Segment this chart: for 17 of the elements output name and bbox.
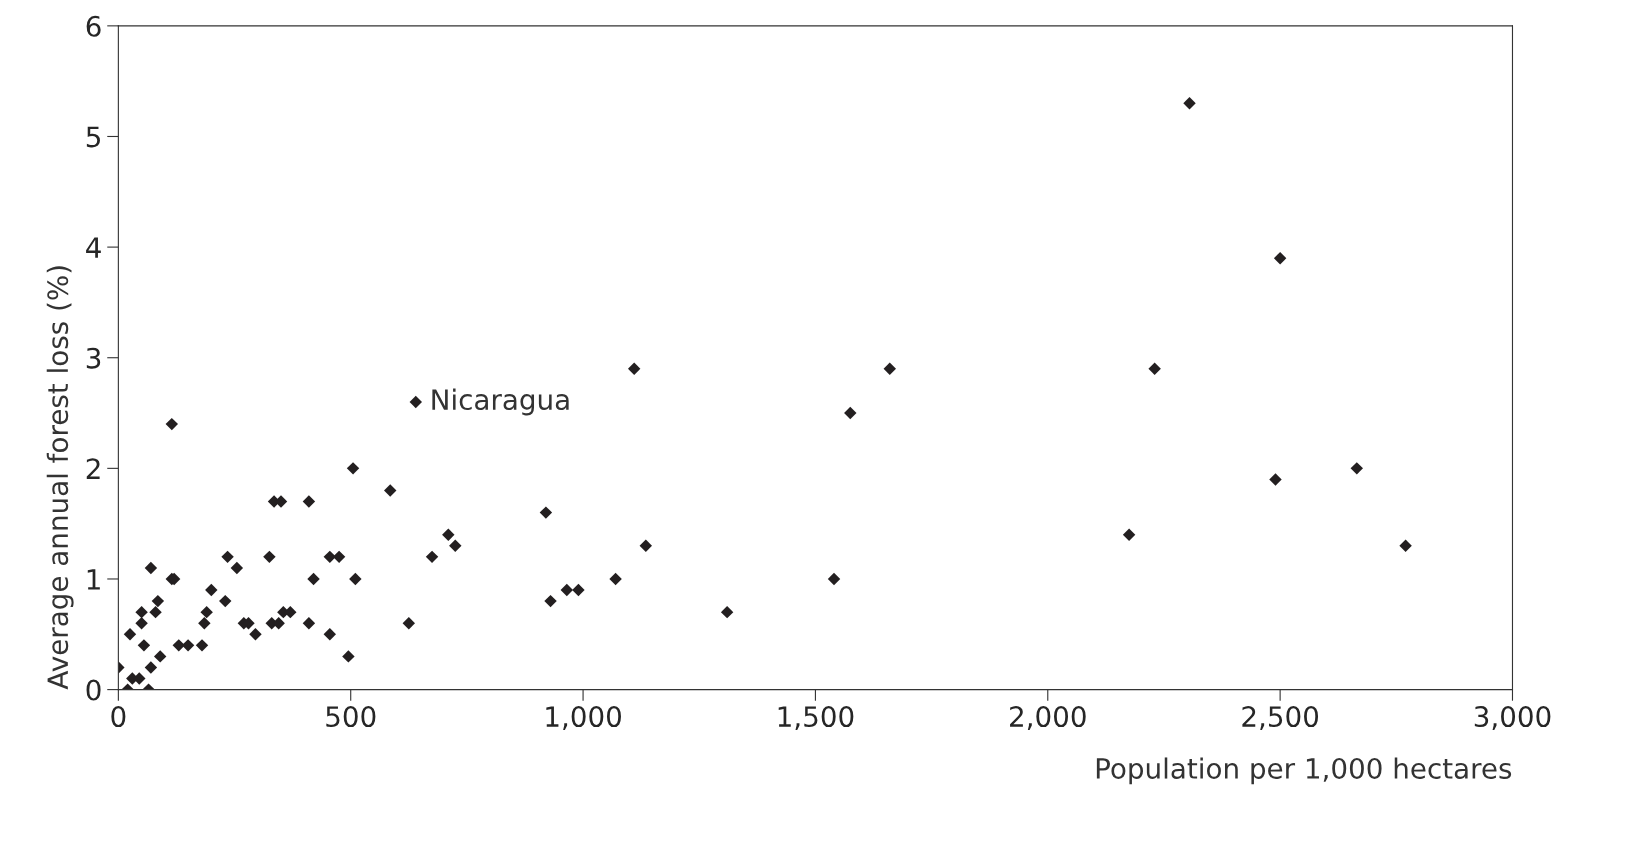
x-axis-title: Population per 1,000 hectares bbox=[1096, 757, 1512, 785]
y-tick-label: 3 bbox=[86, 347, 101, 369]
x-tick-label: 0 bbox=[111, 706, 126, 728]
x-tick-label: 2,500 bbox=[1242, 706, 1319, 730]
x-tick-label: 1,500 bbox=[778, 706, 854, 730]
x-tick-label: 1,000 bbox=[546, 706, 621, 730]
y-tick-label: 6 bbox=[86, 15, 101, 37]
y-tick-label: 5 bbox=[86, 126, 100, 148]
x-tick-label: 2,000 bbox=[1010, 706, 1086, 730]
x-tick-label: 3,000 bbox=[1474, 706, 1551, 730]
y-tick-label: 1 bbox=[87, 569, 100, 590]
annotation: Nicaragua bbox=[432, 388, 569, 416]
y-tick-label: 4 bbox=[86, 237, 101, 258]
y-tick-label: 0 bbox=[86, 679, 101, 701]
y-tick-label: 2 bbox=[86, 458, 100, 479]
x-tick-label: 500 bbox=[326, 706, 376, 728]
y-axis-title: Average annual forest loss (%) bbox=[46, 266, 74, 690]
